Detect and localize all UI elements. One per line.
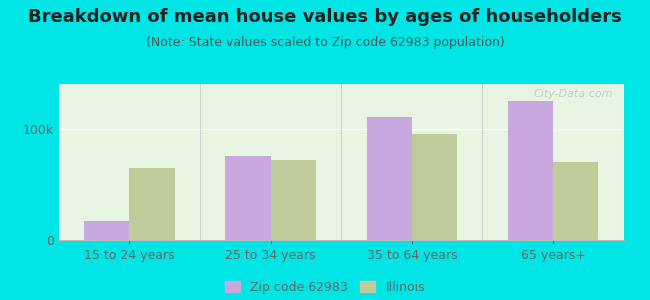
Text: City-Data.com: City-Data.com [533,89,613,99]
Legend: Zip code 62983, Illinois: Zip code 62983, Illinois [225,281,425,294]
Text: Breakdown of mean house values by ages of householders: Breakdown of mean house values by ages o… [28,8,622,26]
Bar [226,156,270,240]
Bar [412,134,457,240]
Bar [270,160,316,240]
Text: (Note: State values scaled to Zip code 62983 population): (Note: State values scaled to Zip code 6… [146,36,504,49]
Bar [553,162,598,240]
Bar [84,221,129,240]
Bar [367,117,412,240]
Bar [129,168,175,240]
Bar [508,101,553,240]
